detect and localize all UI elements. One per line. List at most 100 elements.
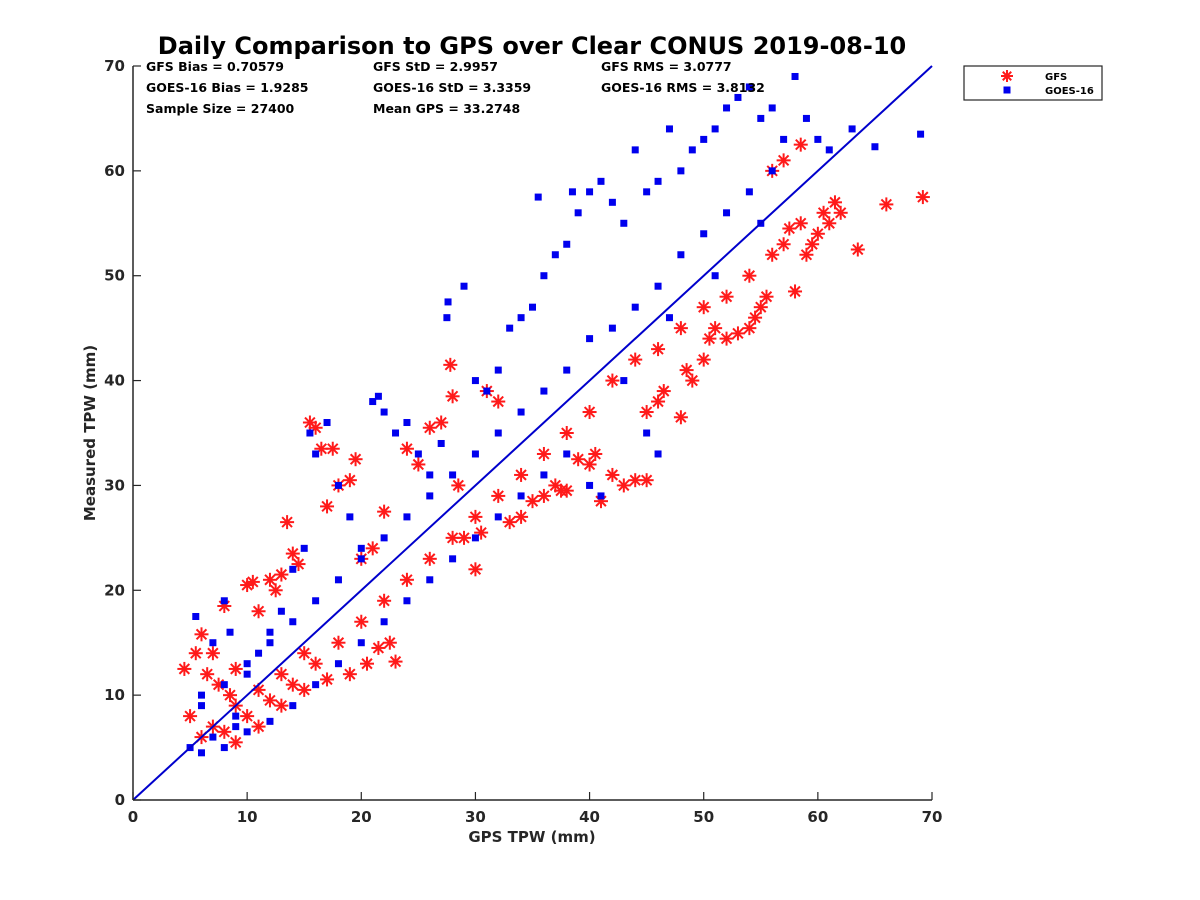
data-point <box>665 314 673 322</box>
x-tick-label: 60 <box>807 808 828 826</box>
data-point <box>426 576 434 584</box>
data-point <box>651 342 666 357</box>
data-point <box>827 195 842 210</box>
data-point <box>491 488 506 503</box>
data-point <box>460 282 468 290</box>
data-point <box>608 198 616 206</box>
data-point <box>297 682 312 697</box>
stat-annotation: GOES-16 StD = 3.3359 <box>373 80 531 95</box>
x-tick-label: 50 <box>693 808 714 826</box>
data-point <box>502 515 517 530</box>
data-point <box>274 698 289 713</box>
data-point <box>688 146 696 154</box>
data-point <box>782 221 797 236</box>
data-point <box>494 513 502 521</box>
data-point <box>312 597 320 605</box>
data-point <box>700 230 708 238</box>
data-point <box>702 331 717 346</box>
data-point <box>708 321 723 336</box>
data-point <box>719 331 734 346</box>
data-point <box>586 188 594 196</box>
data-point <box>631 303 639 311</box>
data-point <box>915 190 930 205</box>
legend-label-goes-16: GOES-16 <box>1045 86 1094 97</box>
data-point <box>793 137 808 152</box>
data-point <box>651 394 666 409</box>
data-point <box>434 415 449 430</box>
data-point <box>320 499 335 514</box>
data-point <box>445 530 460 545</box>
data-point <box>471 450 479 458</box>
data-point <box>757 114 765 122</box>
data-point <box>297 646 312 661</box>
data-point <box>443 357 458 372</box>
stats-annotations: GFS Bias = 0.70579 GFS StD = 2.9957 GFS RM… <box>146 59 765 116</box>
data-point <box>711 272 719 280</box>
data-point <box>559 483 574 498</box>
data-point <box>719 289 734 304</box>
data-point <box>220 681 228 689</box>
data-point <box>306 429 314 437</box>
data-point <box>483 387 491 395</box>
legend-box <box>963 65 1103 101</box>
data-point <box>183 709 198 724</box>
data-point <box>734 93 742 101</box>
data-point <box>245 574 260 589</box>
data-point <box>586 335 594 343</box>
data-point <box>228 735 243 750</box>
data-point <box>359 656 374 671</box>
data-point <box>643 429 651 437</box>
data-point <box>759 289 774 304</box>
data-point <box>403 597 411 605</box>
data-point <box>833 205 848 220</box>
data-point <box>559 426 574 440</box>
stat-annotation: Sample Size = 27400 <box>146 101 295 116</box>
data-point <box>342 667 357 682</box>
data-point <box>382 635 397 650</box>
data-point <box>365 541 380 556</box>
data-point <box>825 146 833 154</box>
data-point <box>745 188 753 196</box>
data-point <box>742 268 757 283</box>
data-point <box>730 326 745 341</box>
stat-annotation: GFS RMS = 3.0777 <box>601 59 732 74</box>
data-point <box>262 572 277 587</box>
data-point <box>369 398 377 406</box>
data-point <box>723 104 731 112</box>
data-point <box>563 450 571 458</box>
data-point <box>243 728 251 736</box>
data-point <box>209 639 217 647</box>
data-point <box>474 525 489 540</box>
data-point <box>451 478 466 493</box>
data-point <box>285 546 300 561</box>
data-point <box>325 441 340 456</box>
data-point <box>411 457 426 472</box>
data-point <box>639 405 654 420</box>
data-point <box>696 352 711 367</box>
axes <box>132 66 932 801</box>
data-point <box>346 513 354 521</box>
data-point <box>220 597 228 605</box>
data-point <box>810 226 825 241</box>
data-point <box>814 135 822 143</box>
data-point <box>342 473 357 488</box>
stat-annotation: GFS Bias = 0.70579 <box>146 59 284 74</box>
stat-annotation: GFS StD = 2.9957 <box>373 59 498 74</box>
data-point <box>437 439 445 447</box>
y-tick-label: 10 <box>104 686 125 704</box>
data-point <box>665 125 673 133</box>
data-point <box>780 135 788 143</box>
data-point <box>605 467 620 482</box>
data-point <box>380 534 388 542</box>
data-point <box>494 366 502 374</box>
data-point <box>243 660 251 668</box>
data-point <box>745 83 753 91</box>
data-point <box>768 104 776 112</box>
data-point <box>679 363 694 378</box>
data-point <box>802 114 810 122</box>
data-point <box>791 72 799 80</box>
data-point <box>443 314 451 322</box>
data-point <box>232 712 240 720</box>
data-point <box>312 450 320 458</box>
data-point <box>220 744 228 752</box>
